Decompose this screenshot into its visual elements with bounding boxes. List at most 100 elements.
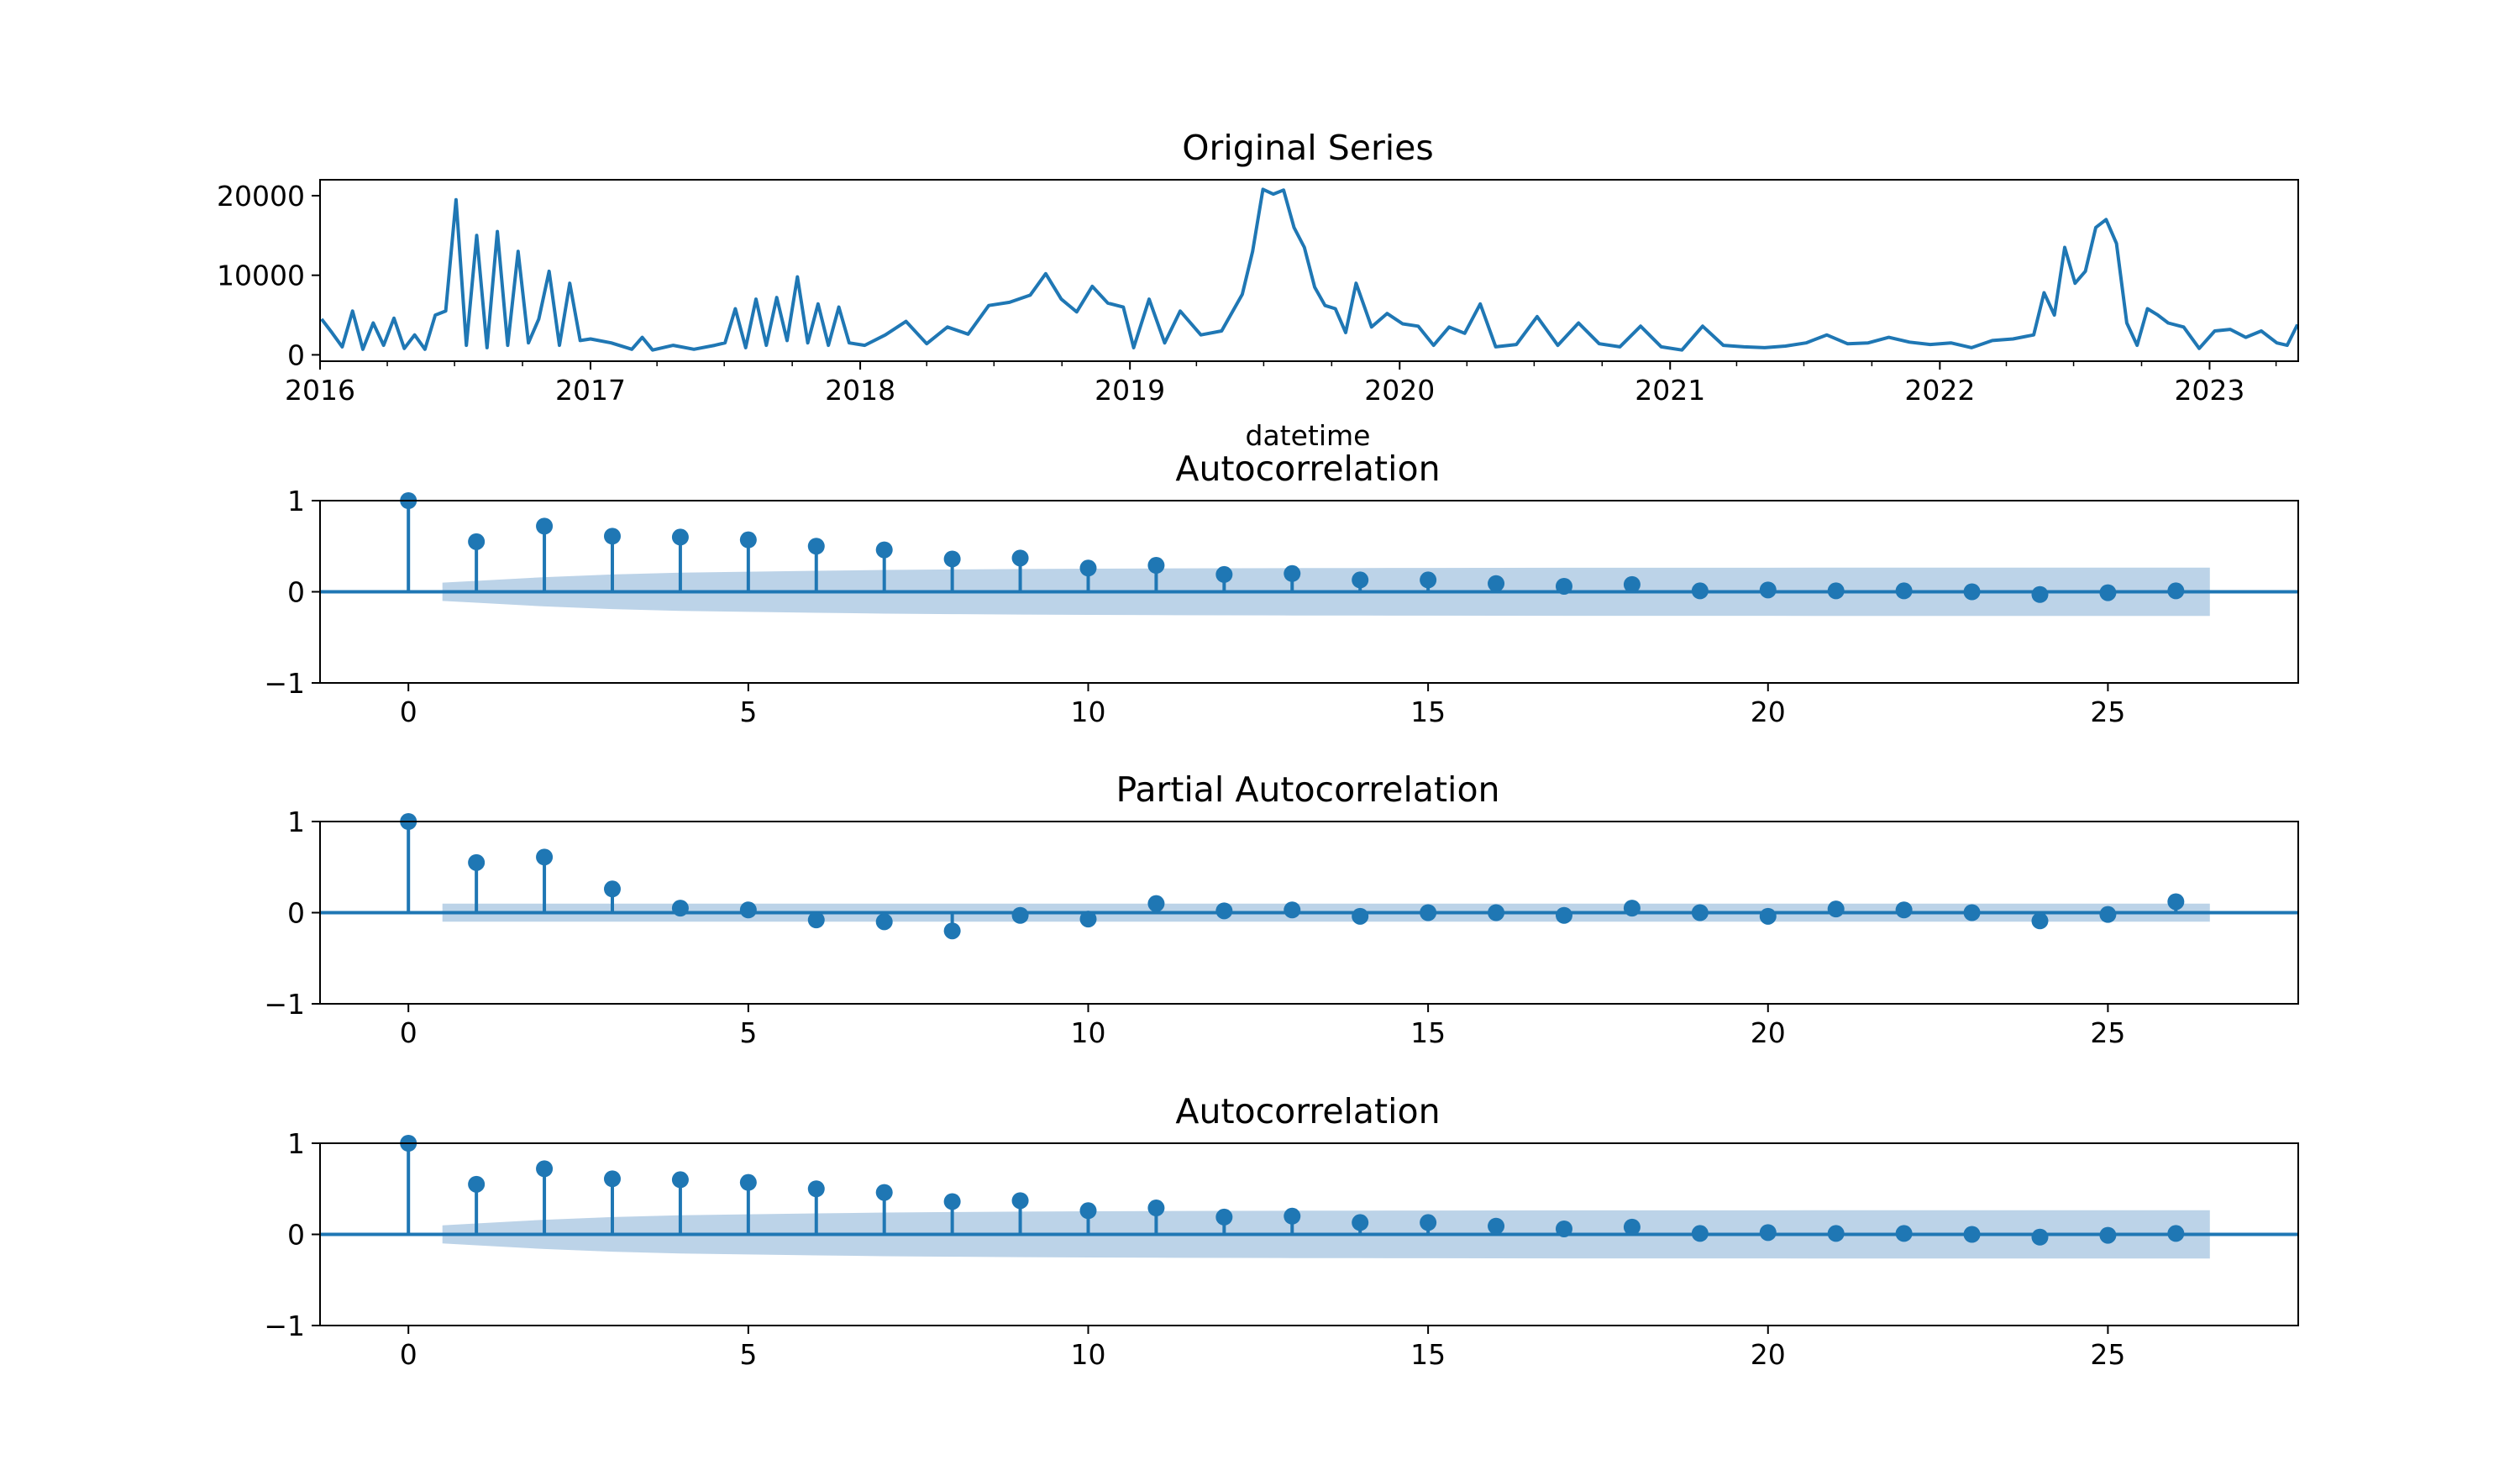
original-series-x-tick-label: 2023 bbox=[2174, 374, 2244, 407]
acf-1-marker bbox=[2099, 584, 2117, 601]
pacf-x-tick-label: 15 bbox=[1410, 1016, 1446, 1049]
acf-1-marker bbox=[1420, 571, 1437, 589]
acf-2-marker bbox=[536, 1160, 554, 1178]
pacf-marker bbox=[739, 901, 757, 919]
acf-1-marker bbox=[536, 517, 554, 535]
acf-2-marker bbox=[2099, 1226, 2117, 1244]
acf-2-marker bbox=[1215, 1208, 1233, 1226]
acf-1-marker bbox=[468, 533, 486, 550]
pacf-marker bbox=[807, 911, 825, 929]
pacf-marker bbox=[1147, 895, 1165, 912]
pacf-marker bbox=[943, 922, 961, 940]
original-series-x-ticks: 2016 2017 2018 2019 2020 2021 2022 2023 bbox=[285, 361, 2277, 407]
acf-2-marker bbox=[1488, 1217, 1505, 1235]
acf-panel-1: Autocorrelation 0 5 10 15 20 25 −1 0 1 bbox=[264, 449, 2299, 728]
original-series-title: Original Series bbox=[1182, 128, 1434, 168]
acf-1-marker bbox=[1963, 583, 1981, 601]
original-series-x-tick-label: 2016 bbox=[285, 374, 355, 407]
acf-2-marker bbox=[807, 1180, 825, 1198]
pacf-x-tick-label: 25 bbox=[2090, 1016, 2125, 1049]
acf-2-stem-layer bbox=[320, 1135, 2298, 1246]
acf-1-marker bbox=[603, 528, 621, 545]
pacf-y-ticks: −1 0 1 bbox=[264, 806, 320, 1021]
acf-1-marker bbox=[671, 528, 689, 546]
acf-2-y-ticks: −1 0 1 bbox=[264, 1127, 320, 1342]
acf-1-marker bbox=[807, 538, 825, 555]
pacf-marker bbox=[1079, 911, 1097, 928]
pacf-marker bbox=[1623, 900, 1641, 917]
pacf-marker bbox=[2031, 912, 2049, 930]
acf-1-marker bbox=[1488, 575, 1505, 592]
pacf-x-tick-label: 20 bbox=[1751, 1016, 1786, 1049]
acf-1-x-tick-label: 20 bbox=[1751, 696, 1786, 728]
pacf-title: Partial Autocorrelation bbox=[1116, 769, 1499, 810]
acf-2-marker bbox=[1827, 1225, 1845, 1242]
acf-2-x-tick-label: 25 bbox=[2090, 1338, 2125, 1371]
acf-1-marker bbox=[1284, 564, 1301, 582]
pacf-x-tick-label: 10 bbox=[1070, 1016, 1105, 1049]
acf-1-x-ticks: 0 5 10 15 20 25 bbox=[400, 683, 2125, 728]
acf-1-marker bbox=[1895, 582, 1913, 600]
acf-1-x-tick-label: 15 bbox=[1410, 696, 1446, 728]
original-series-xlabel: datetime bbox=[1246, 419, 1371, 452]
acf-2-marker bbox=[1759, 1224, 1777, 1242]
acf-1-x-tick-label: 5 bbox=[739, 696, 757, 728]
acf-2-title: Autocorrelation bbox=[1175, 1091, 1440, 1131]
acf-1-y-tick-label: 1 bbox=[287, 485, 305, 517]
original-series-x-tick-label: 2022 bbox=[1904, 374, 1975, 407]
acf-2-marker bbox=[943, 1193, 961, 1210]
pacf-marker bbox=[603, 880, 621, 898]
acf-1-marker bbox=[1215, 565, 1233, 583]
pacf-marker bbox=[1827, 900, 1845, 918]
acf-1-x-tick-label: 25 bbox=[2090, 696, 2125, 728]
acf-1-marker bbox=[1079, 559, 1097, 577]
acf-1-y-tick-label: −1 bbox=[264, 667, 305, 700]
acf-1-marker bbox=[1623, 575, 1641, 593]
acf-1-marker bbox=[1555, 577, 1572, 595]
pacf-marker bbox=[2167, 893, 2185, 911]
pacf-marker bbox=[1488, 904, 1505, 921]
original-series-x-tick-label: 2020 bbox=[1364, 374, 1435, 407]
pacf-marker bbox=[1895, 901, 1913, 919]
acf-2-marker bbox=[1963, 1226, 1981, 1243]
pacf-marker bbox=[2099, 906, 2117, 923]
original-series-y-ticks: 0 10000 20000 bbox=[217, 180, 320, 371]
acf-2-marker bbox=[1691, 1225, 1709, 1242]
acf-2-marker bbox=[1352, 1214, 1369, 1231]
acf-1-x-tick-label: 0 bbox=[400, 696, 417, 728]
original-series-y-tick-label: 10000 bbox=[217, 260, 305, 292]
original-series-y-tick-label: 20000 bbox=[217, 180, 305, 213]
acf-2-marker bbox=[468, 1175, 486, 1193]
acf-2-x-tick-label: 15 bbox=[1410, 1338, 1446, 1371]
acf-1-title: Autocorrelation bbox=[1175, 449, 1440, 489]
pacf-marker bbox=[875, 913, 893, 931]
acf-2-x-tick-label: 0 bbox=[400, 1338, 417, 1371]
acf-2-marker bbox=[1555, 1220, 1572, 1237]
pacf-y-tick-label: 1 bbox=[287, 806, 305, 838]
pacf-marker bbox=[536, 848, 554, 866]
acf-1-marker bbox=[1352, 571, 1369, 589]
acf-1-x-tick-label: 10 bbox=[1070, 696, 1105, 728]
acf-2-marker bbox=[1079, 1202, 1097, 1220]
pacf-stem-layer bbox=[320, 813, 2298, 940]
acf-1-y-ticks: −1 0 1 bbox=[264, 485, 320, 700]
acf-1-marker bbox=[943, 550, 961, 568]
acf-2-y-tick-label: −1 bbox=[264, 1310, 305, 1342]
pacf-marker bbox=[671, 900, 689, 917]
acf-2-marker bbox=[1895, 1225, 1913, 1242]
original-series-x-tick-label: 2021 bbox=[1635, 374, 1705, 407]
acf-2-marker bbox=[875, 1184, 893, 1201]
original-series-line-layer bbox=[320, 187, 2299, 352]
acf-1-marker bbox=[1827, 582, 1845, 600]
acf-2-marker bbox=[2167, 1225, 2185, 1242]
pacf-marker bbox=[1555, 906, 1572, 924]
acf-1-stem-layer bbox=[320, 492, 2298, 603]
pacf-y-tick-label: −1 bbox=[264, 988, 305, 1021]
acf-2-x-tick-label: 20 bbox=[1751, 1338, 1786, 1371]
original-series-x-tick-label: 2017 bbox=[555, 374, 626, 407]
acf-2-marker bbox=[2031, 1228, 2049, 1246]
original-series-y-tick-label: 0 bbox=[287, 339, 305, 371]
acf-2-marker bbox=[1623, 1218, 1641, 1236]
acf-2-x-tick-label: 10 bbox=[1070, 1338, 1105, 1371]
